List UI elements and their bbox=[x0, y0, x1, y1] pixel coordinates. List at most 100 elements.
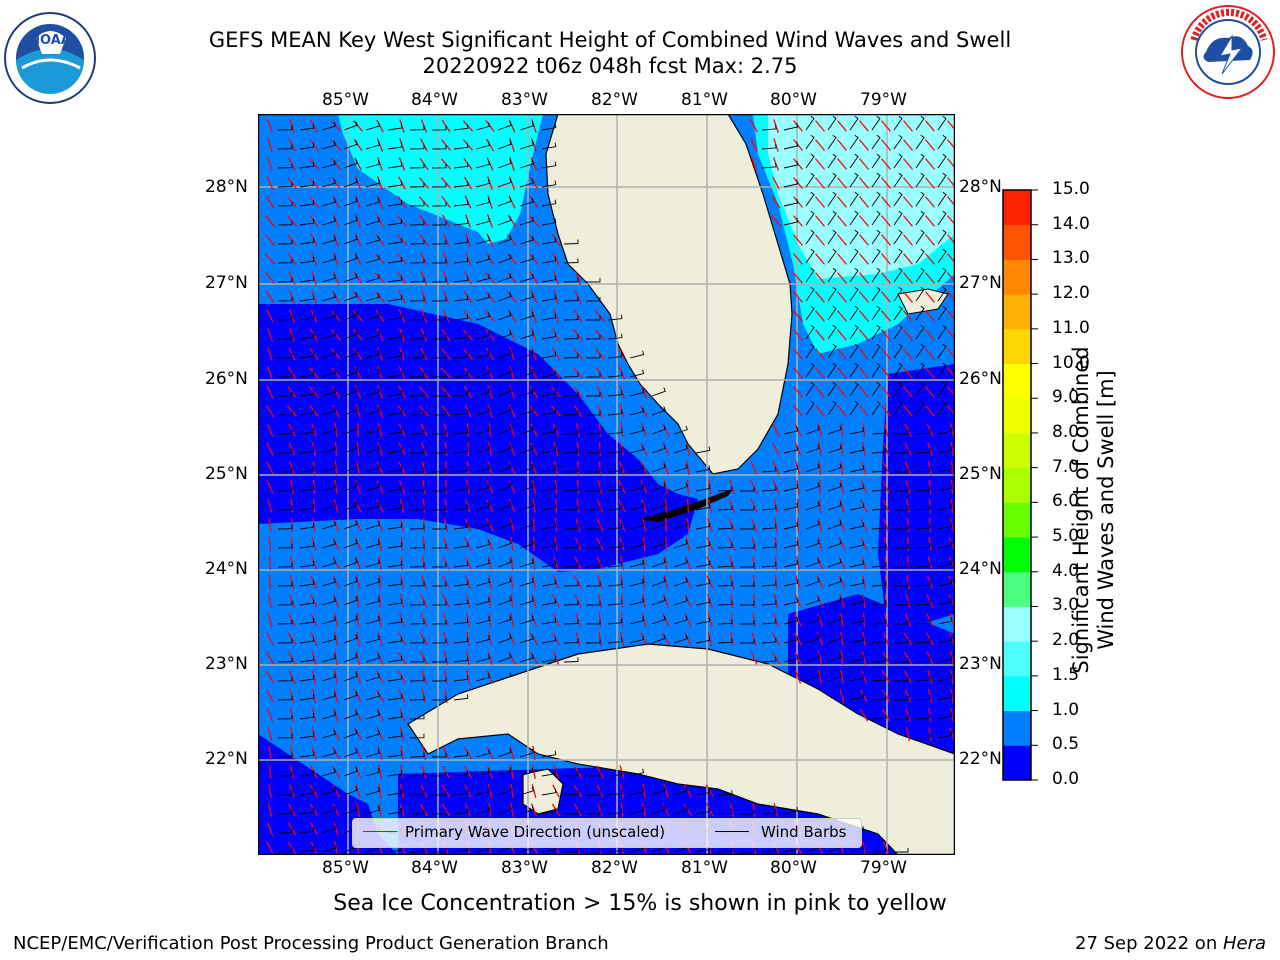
wind-barb bbox=[783, 521, 799, 530]
wind-barb bbox=[783, 635, 799, 644]
wave-arrow bbox=[334, 422, 338, 438]
wind-barb bbox=[915, 467, 931, 473]
wave-arrow bbox=[815, 405, 825, 417]
wind-barb bbox=[893, 676, 909, 682]
wave-arrow bbox=[553, 442, 559, 456]
wind-barb bbox=[805, 324, 815, 340]
wind-barb bbox=[563, 581, 579, 587]
land-cuba bbox=[407, 643, 955, 855]
wind-barb bbox=[871, 505, 887, 511]
wave-arrow bbox=[376, 461, 384, 475]
wind-barb bbox=[431, 847, 447, 853]
wave-arrow bbox=[860, 689, 868, 703]
wind-barb bbox=[387, 750, 403, 758]
wind-barb bbox=[343, 767, 358, 777]
wave-arrow bbox=[509, 746, 515, 760]
wind-barb bbox=[409, 752, 425, 758]
wave-arrow bbox=[642, 593, 646, 609]
wind-barb bbox=[541, 218, 557, 226]
wind-barb bbox=[299, 466, 315, 473]
wave-arrow bbox=[551, 233, 561, 247]
wave-arrow bbox=[794, 651, 802, 665]
wind-barb bbox=[915, 343, 925, 359]
wave-arrow bbox=[375, 233, 385, 247]
wave-arrow bbox=[376, 119, 384, 133]
wind-barb bbox=[453, 447, 469, 454]
wind-barb bbox=[277, 714, 293, 720]
wave-arrow bbox=[266, 461, 274, 475]
wave-arrow bbox=[486, 765, 494, 779]
lat-label-left: 22°N bbox=[205, 749, 248, 769]
wind-barb bbox=[299, 542, 315, 549]
wave-arrow bbox=[881, 386, 891, 398]
wave-arrow bbox=[664, 555, 668, 571]
lon-label-top: 79°W bbox=[860, 90, 907, 110]
wind-barb bbox=[453, 409, 469, 416]
wind-barb bbox=[585, 505, 601, 511]
wind-barb bbox=[629, 768, 645, 777]
wind-barb bbox=[475, 160, 491, 169]
wind-barb bbox=[519, 786, 534, 796]
wind-barb bbox=[365, 578, 380, 587]
wind-barb bbox=[673, 615, 688, 625]
wave-arrow bbox=[860, 670, 868, 684]
wind-barb bbox=[871, 381, 881, 397]
wave-arrow bbox=[377, 632, 383, 646]
wind-barb bbox=[629, 597, 645, 606]
wave-arrow bbox=[374, 272, 386, 284]
wave-arrow bbox=[815, 215, 825, 227]
footer-date: 27 Sep 2022 on Hera bbox=[1075, 933, 1266, 954]
wave-arrow bbox=[859, 196, 869, 208]
wind-barb bbox=[607, 466, 623, 473]
wind-barb bbox=[805, 229, 815, 245]
wind-barb bbox=[541, 161, 557, 169]
wind-barb bbox=[475, 578, 491, 587]
wind-barb bbox=[519, 748, 534, 758]
wave-arrow bbox=[552, 575, 560, 589]
lon-label-top: 84°W bbox=[411, 90, 458, 110]
wind-barb bbox=[453, 789, 469, 796]
wind-barb bbox=[805, 400, 815, 416]
wind-barb bbox=[409, 524, 425, 530]
wave-arrow bbox=[861, 651, 867, 665]
wave-arrow bbox=[268, 555, 272, 571]
colorbar-label: Significant Height of Combined Wind Wave… bbox=[1069, 346, 1118, 674]
wave-arrow bbox=[376, 138, 384, 152]
wave-arrow bbox=[529, 385, 539, 399]
wind-barb bbox=[277, 334, 293, 340]
wind-barb bbox=[277, 505, 293, 511]
wind-barb bbox=[299, 675, 315, 682]
wind-barb bbox=[365, 635, 380, 644]
wind-barb bbox=[409, 144, 425, 150]
wind-barb bbox=[475, 312, 491, 321]
lon-label-bottom: 79°W bbox=[860, 858, 907, 878]
footer-date-text: 27 Sep 2022 on bbox=[1075, 933, 1223, 954]
lon-label-bottom: 80°W bbox=[770, 858, 817, 878]
wind-barb bbox=[409, 391, 425, 397]
wave-arrow bbox=[486, 670, 494, 684]
wind-barb bbox=[585, 448, 601, 454]
wave-arrow bbox=[837, 120, 847, 132]
wind-barb bbox=[431, 353, 447, 359]
wind-barb bbox=[497, 634, 512, 644]
wind-barb bbox=[431, 258, 447, 264]
wind-barb bbox=[541, 541, 557, 549]
wind-barb bbox=[893, 619, 909, 625]
wind-barb bbox=[453, 637, 469, 644]
wave-arrow bbox=[553, 309, 559, 323]
wave-arrow bbox=[881, 348, 891, 360]
wave-arrow bbox=[510, 783, 514, 799]
wind-barb bbox=[849, 446, 865, 454]
wave-arrow bbox=[356, 593, 360, 609]
wind-barb bbox=[409, 239, 425, 245]
wind-barb bbox=[475, 331, 491, 340]
wind-barb bbox=[541, 275, 557, 283]
wind-barb bbox=[321, 312, 337, 321]
wind-barb bbox=[343, 254, 358, 264]
wind-barb bbox=[871, 400, 881, 416]
wind-barb bbox=[321, 635, 337, 644]
wind-barb bbox=[827, 520, 842, 530]
wave-arrow bbox=[706, 594, 714, 608]
colorbar-segment bbox=[1003, 259, 1031, 295]
wind-barb bbox=[343, 710, 358, 720]
